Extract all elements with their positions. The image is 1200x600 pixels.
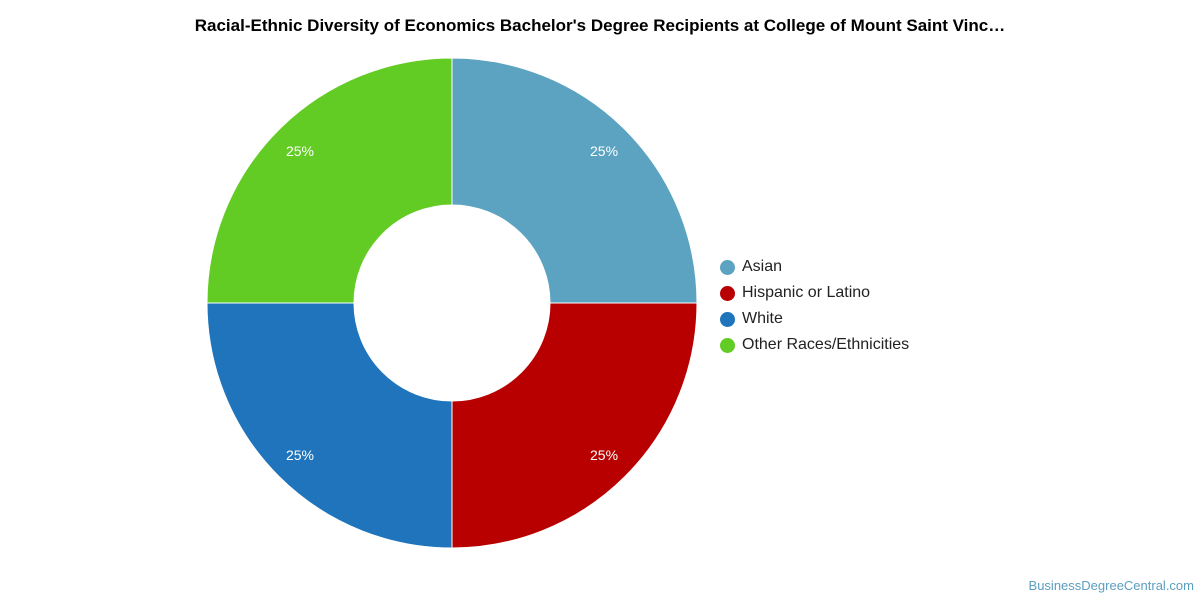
donut-slices — [206, 57, 698, 549]
legend-label: White — [742, 310, 783, 327]
chart-legend: Asian Hispanic or Latino White Other Races/… — [720, 254, 909, 358]
legend-item[interactable]: Other Races/Ethnicities — [720, 332, 909, 358]
legend-item[interactable]: White — [720, 306, 909, 332]
slice-label: 25% — [286, 447, 314, 463]
legend-label: Hispanic or Latino — [742, 284, 871, 301]
legend-item[interactable]: Asian — [720, 254, 909, 280]
donut-slice-asian[interactable] — [451, 57, 698, 304]
legend-swatch — [720, 337, 735, 353]
legend-label: Other Races/Ethnicities — [742, 336, 910, 353]
donut-slice-hispanic-or-latino[interactable] — [451, 302, 698, 549]
legend-label: Asian — [742, 258, 783, 275]
legend-swatch — [720, 259, 735, 275]
donut-slice-other-races-ethnicities[interactable] — [206, 57, 453, 304]
donut-slice-labels: 25% 25% 25% 25% — [286, 143, 618, 463]
slice-label: 25% — [286, 143, 314, 159]
donut-slice-white[interactable] — [206, 302, 453, 549]
slice-label: 25% — [590, 447, 618, 463]
chart-title: Racial-Ethnic Diversity of Economics Bac… — [194, 16, 1006, 35]
legend-swatch — [720, 311, 735, 327]
slice-label: 25% — [590, 143, 618, 159]
legend-item[interactable]: Hispanic or Latino — [720, 280, 909, 306]
legend-swatch — [720, 285, 735, 301]
source-credit[interactable]: BusinessDegreeCentral.com — [1028, 578, 1194, 593]
